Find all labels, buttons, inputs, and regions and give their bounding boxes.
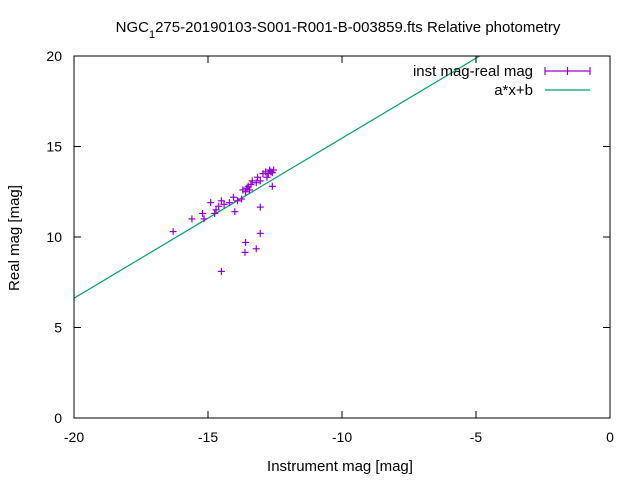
- data-point: [246, 186, 254, 194]
- data-point: [188, 215, 196, 223]
- x-tick-label: -5: [470, 429, 483, 445]
- data-point: [211, 209, 219, 217]
- data-point: [169, 228, 177, 236]
- chart-title: NGC1275-20190103-S001-R001-B-003859.fts …: [116, 19, 561, 41]
- data-point: [238, 195, 245, 203]
- data-point: [256, 203, 264, 211]
- data-point: [256, 177, 264, 185]
- data-point: [220, 200, 228, 208]
- data-point: [268, 182, 276, 190]
- data-point: [200, 215, 208, 223]
- y-axis-label: Real mag [mag]: [6, 185, 23, 291]
- data-point: [207, 199, 215, 207]
- data-point: [242, 188, 250, 196]
- data-point: [263, 173, 271, 181]
- data-point: [241, 248, 249, 256]
- data-point: [199, 209, 207, 217]
- legend-label-points: inst mag-real mag: [413, 63, 533, 80]
- x-tick-label: -15: [198, 429, 218, 445]
- y-tick-label: 10: [46, 229, 62, 245]
- data-point: [212, 206, 220, 214]
- data-point: [254, 173, 262, 181]
- legend-label-fit: a*x+b: [494, 82, 533, 99]
- title-main: NGC: [116, 19, 150, 36]
- data-point: [231, 208, 239, 216]
- data-points-layer: [169, 166, 278, 275]
- x-tick-label: 0: [606, 429, 614, 445]
- data-point: [256, 229, 264, 237]
- fit-line: [74, 56, 481, 299]
- axis-ticks: -20 -15 -10 -5 0 0 5 10 15 20: [46, 48, 614, 445]
- data-point: [252, 245, 260, 253]
- y-tick-label: 5: [54, 320, 62, 336]
- data-point: [217, 267, 225, 275]
- legend: inst mag-real mag a*x+b: [413, 63, 591, 99]
- data-point: [270, 166, 278, 174]
- y-tick-label: 0: [54, 410, 62, 426]
- data-point: [247, 181, 255, 189]
- data-point: [229, 193, 237, 201]
- title-subscript: 1: [149, 29, 155, 41]
- y-tick-label: 20: [46, 48, 62, 64]
- data-point: [233, 197, 241, 205]
- x-tick-label: -10: [332, 429, 352, 445]
- data-point: [248, 177, 256, 185]
- x-axis-label: Instrument mag [mag]: [267, 458, 413, 475]
- data-point: [252, 179, 260, 187]
- x-tick-label: -20: [64, 429, 84, 445]
- title-rest: 275-20190103-S001-R001-B-003859.fts Rela…: [155, 19, 561, 36]
- data-point: [242, 238, 250, 246]
- data-point: [217, 197, 225, 205]
- fit-line-layer: [74, 56, 481, 299]
- y-tick-label: 15: [46, 139, 62, 155]
- data-point: [225, 199, 233, 207]
- data-point: [215, 202, 223, 210]
- legend-swatch-points: [544, 67, 591, 75]
